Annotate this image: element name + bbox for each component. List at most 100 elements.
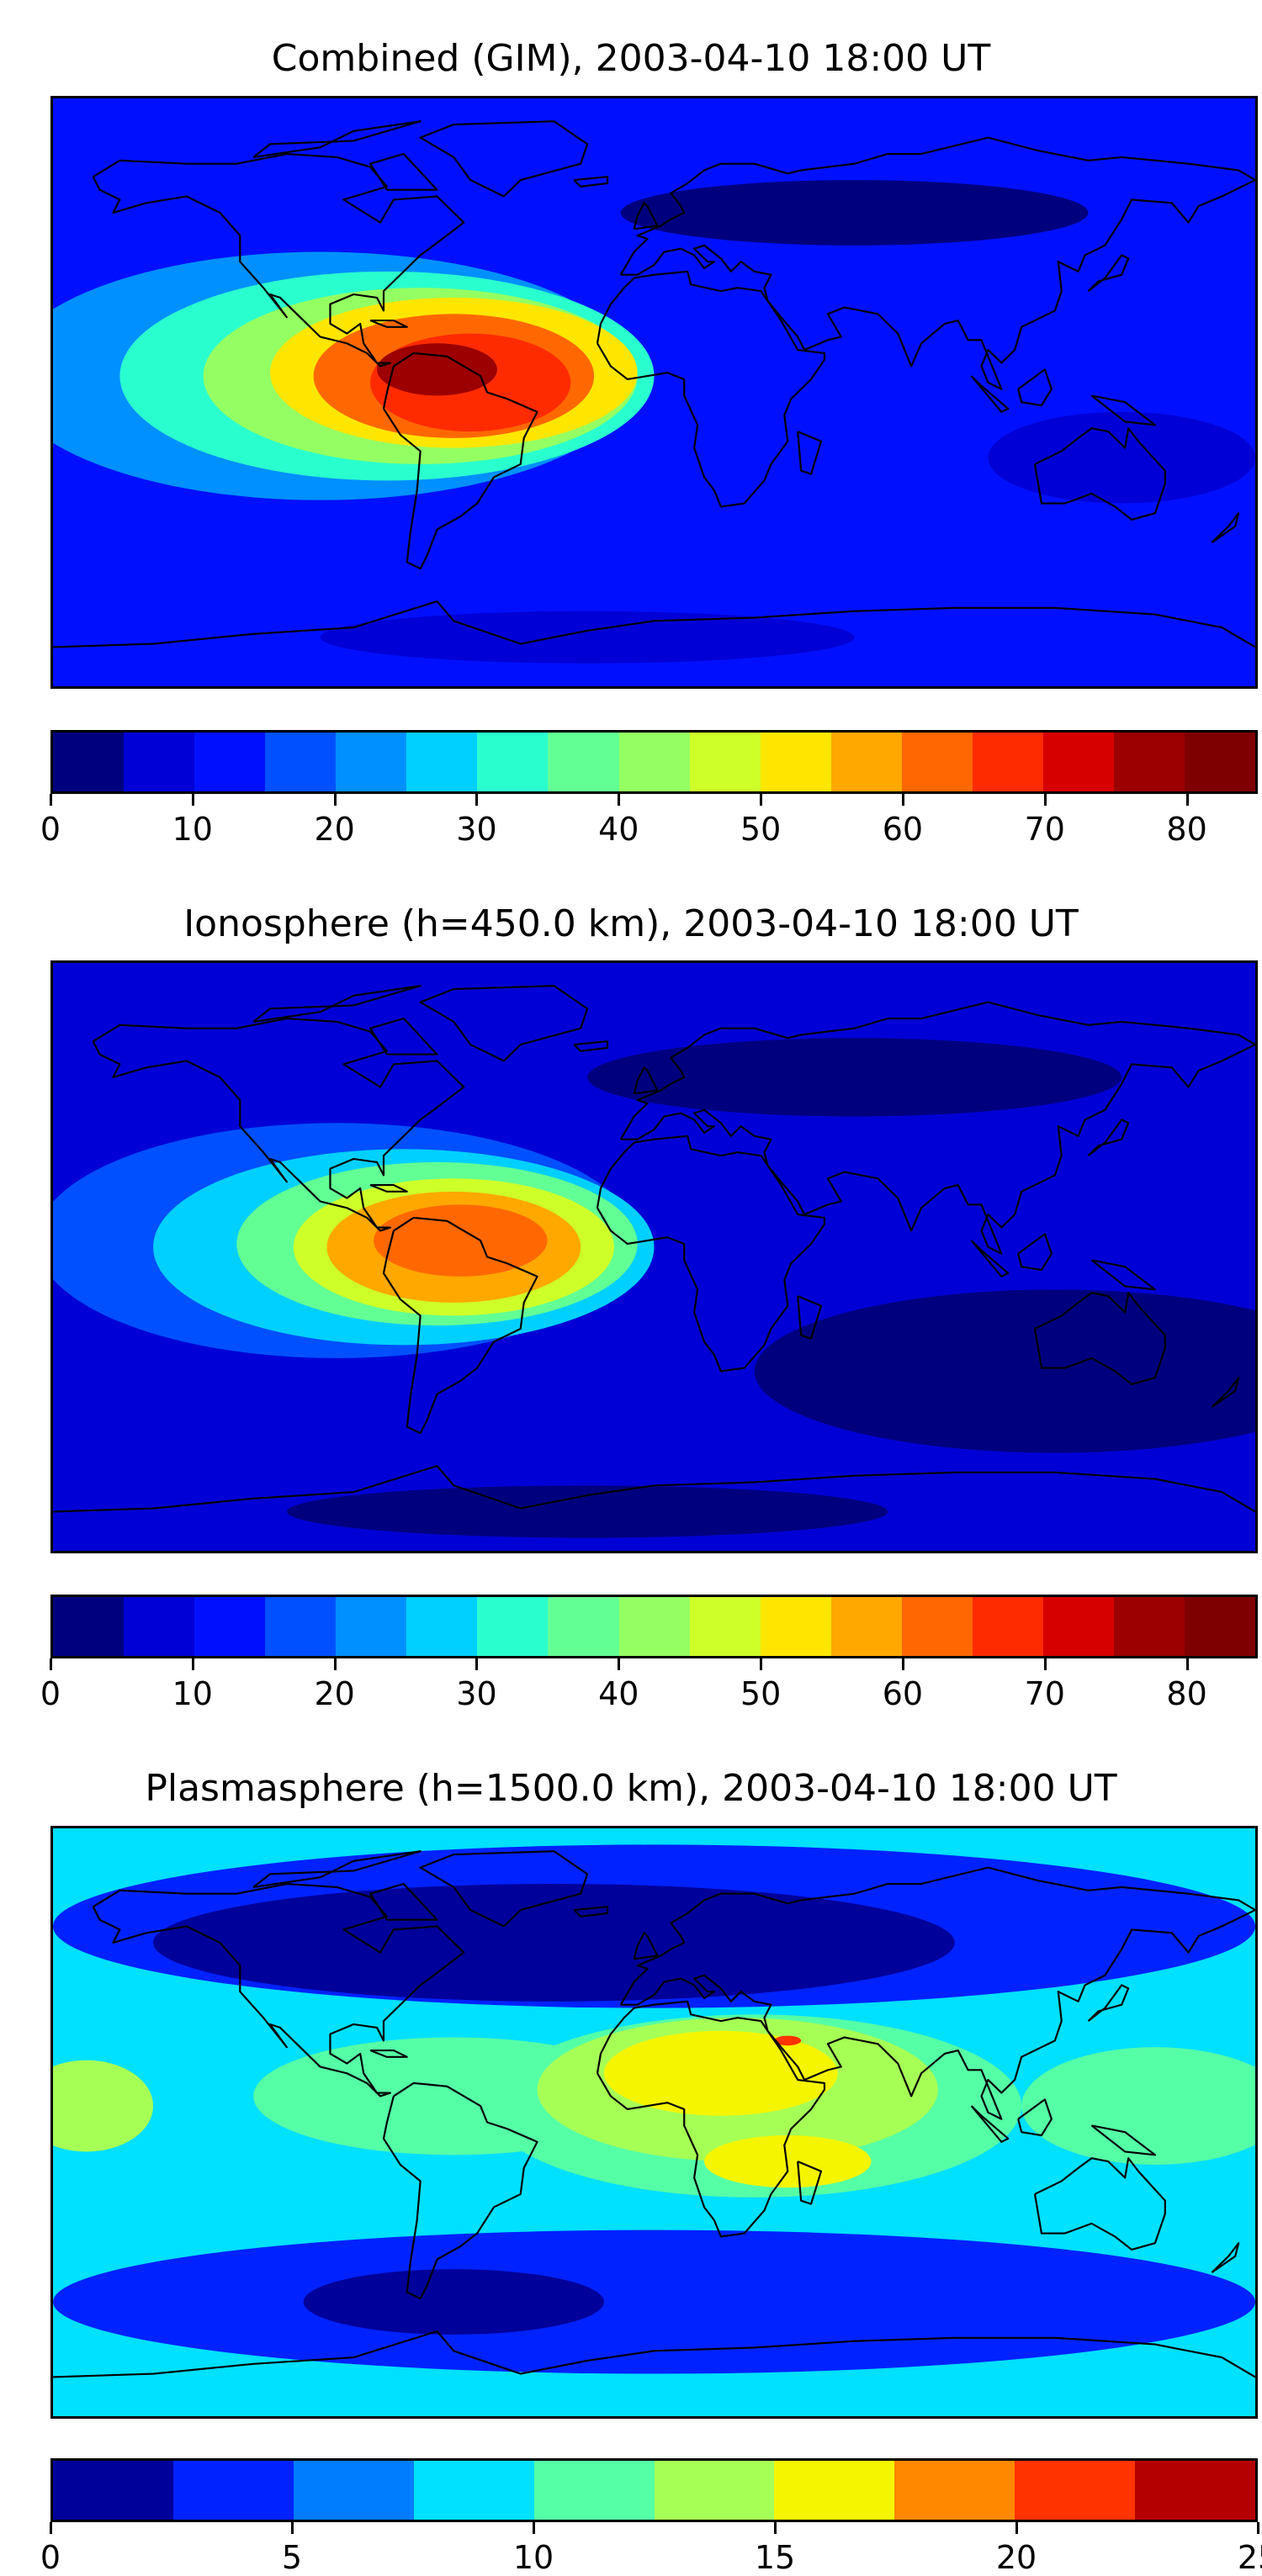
colorbar-tick <box>1015 2522 1018 2534</box>
colorbar-tick-label: 20 <box>314 811 355 848</box>
coastline <box>369 1017 438 1055</box>
colorbar-segment <box>477 1597 549 1656</box>
colorbar-tick-label: 60 <box>882 1675 924 1712</box>
coastline <box>419 1850 589 1928</box>
coastline <box>369 319 408 328</box>
colorbar-segment <box>172 2461 294 2520</box>
colorbar-segment <box>1113 733 1185 791</box>
colorbar-tick-label: 0 <box>40 811 61 848</box>
colorbar-tick-label: 60 <box>882 811 924 848</box>
colorbar-tick <box>50 794 52 806</box>
coastline <box>1017 2098 1053 2137</box>
coastline <box>252 120 422 158</box>
contour-region <box>754 1289 1255 1453</box>
coastline <box>1211 1377 1240 1409</box>
coastline <box>1090 394 1157 426</box>
coastline <box>1211 512 1240 544</box>
colorbar-segment <box>53 733 125 791</box>
colorbar-segment <box>618 733 690 791</box>
colorbar-tick-label: 40 <box>598 1675 639 1712</box>
world-map <box>50 1826 1258 2419</box>
contour-region <box>286 1485 888 1538</box>
colorbar-tick-label: 15 <box>754 2539 796 2576</box>
colorbar-segment <box>689 1597 761 1656</box>
coastline <box>92 1882 465 2097</box>
coastline <box>382 2081 538 2300</box>
coastline <box>633 1932 659 1960</box>
colorbar-tick <box>774 2522 777 2534</box>
colorbar-segment <box>293 2461 414 2520</box>
colorbar-segment <box>53 2461 173 2520</box>
coastline <box>382 1216 538 1435</box>
coastline <box>573 1040 609 1052</box>
colorbar-tick <box>191 1658 194 1670</box>
coastline <box>1017 1233 1053 1272</box>
colorbar-tick-label: 10 <box>172 811 213 848</box>
coastline <box>596 2000 826 2238</box>
colorbar-tick <box>760 794 763 806</box>
map-canvas <box>53 98 1255 686</box>
coastline <box>797 1295 823 1340</box>
colorbar-tick-label: 30 <box>456 1675 497 1712</box>
coastline <box>619 1001 1255 1255</box>
coastline <box>970 2105 1010 2143</box>
colorbar-tick-label: 5 <box>281 2539 303 2576</box>
colorbar-tick <box>291 2522 294 2534</box>
colorbar-tick <box>1185 1658 1189 1670</box>
colorbar-segment <box>830 1597 902 1656</box>
colorbar-tick-label: 10 <box>172 1675 213 1712</box>
coastline <box>573 1906 609 1917</box>
coastline <box>419 120 589 198</box>
coastline <box>573 176 609 188</box>
coastline <box>1017 368 1053 407</box>
coastline <box>633 1066 659 1095</box>
coastline <box>970 1240 1010 1277</box>
contour-region <box>587 1038 1122 1117</box>
colorbar-segment <box>774 2461 895 2520</box>
coastline <box>369 2049 408 2058</box>
coastline <box>797 431 823 475</box>
colorbar-tick <box>475 794 479 806</box>
colorbar-tick-label: 80 <box>1166 1675 1207 1712</box>
coastline <box>1033 1292 1166 1386</box>
colorbar-segment <box>830 733 902 791</box>
colorbar-segment <box>972 733 1043 791</box>
contour-region <box>603 2030 838 2116</box>
colorbar-tick-label: 0 <box>40 2539 61 2576</box>
contour-region <box>774 2035 802 2046</box>
colorbar-segment <box>336 733 407 791</box>
colorbar-tick <box>760 1658 763 1670</box>
coastline <box>1090 1259 1157 1291</box>
world-map <box>50 96 1258 689</box>
coastline <box>1087 1984 1130 2022</box>
colorbar <box>50 1595 1258 1658</box>
colorbar-tick <box>50 2522 52 2534</box>
colorbar-segment <box>265 1597 337 1656</box>
coastline <box>1090 2124 1157 2156</box>
contour-region <box>1021 2047 1255 2165</box>
colorbar-tick-label: 40 <box>598 811 639 848</box>
colorbar-tick <box>1257 2522 1259 2534</box>
coastline <box>797 2161 823 2205</box>
colorbar-segment <box>760 1597 831 1656</box>
colorbar-segment <box>1015 2461 1136 2520</box>
colorbar-segment <box>548 1597 619 1656</box>
colorbar-tick-label: 20 <box>995 2539 1037 2576</box>
colorbar-segment <box>548 733 619 791</box>
contour-region <box>153 1884 955 2002</box>
colorbar-segment <box>1185 733 1256 791</box>
colorbar-tick-label: 70 <box>1024 811 1065 848</box>
colorbar-segment <box>654 2461 775 2520</box>
coastline <box>369 1183 408 1193</box>
colorbar-tick-label: 50 <box>740 811 782 848</box>
colorbar-segment <box>1042 1597 1114 1656</box>
coastline <box>382 352 538 570</box>
colorbar-tick-label: 20 <box>314 1675 355 1712</box>
colorbar-tick <box>618 794 621 806</box>
colorbar-tick-label: 10 <box>512 2539 554 2576</box>
colorbar-segment <box>265 733 337 791</box>
coastline <box>1033 2157 1166 2251</box>
colorbar-tick-label: 25 <box>1237 2539 1262 2576</box>
coastline <box>619 136 1255 390</box>
contour-region <box>377 343 497 396</box>
